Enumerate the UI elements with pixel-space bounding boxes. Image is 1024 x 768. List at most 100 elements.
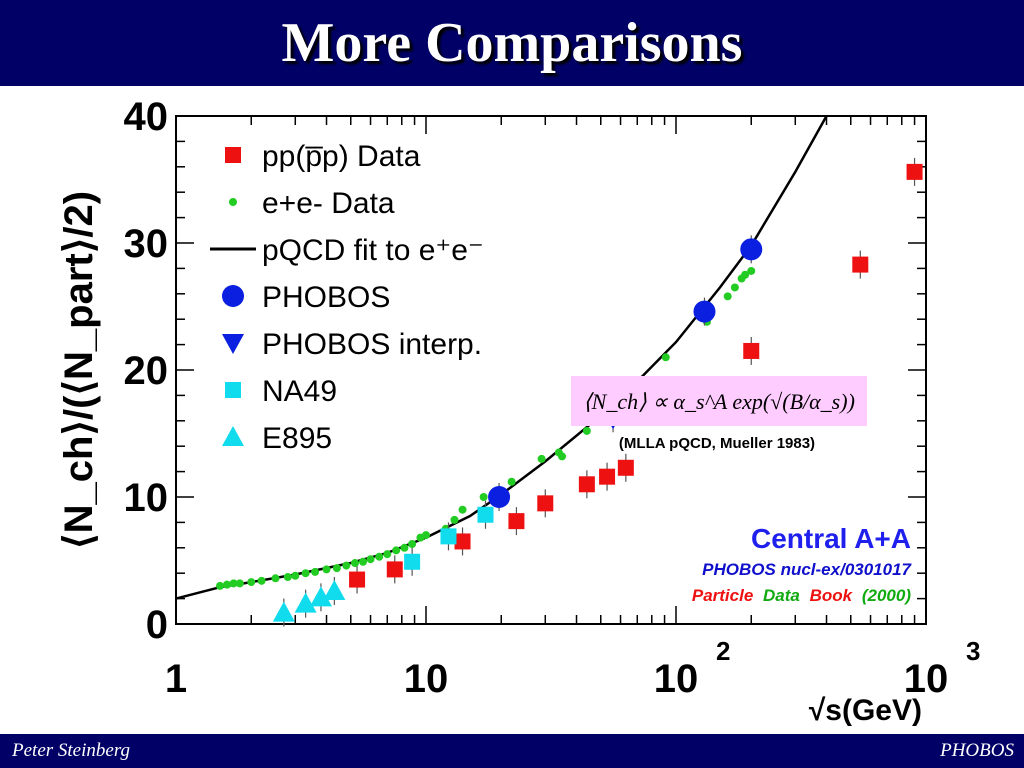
data-point-dot-22cc22 bbox=[422, 531, 430, 540]
pdg-word-particle: Particle bbox=[692, 586, 753, 605]
formula-text: ⟨N_ch⟩ ∝ α_s^A exp(√(B/α_s)) bbox=[583, 389, 855, 414]
legend-label: pQCD fit to e⁺e⁻ bbox=[262, 234, 484, 267]
data-point-square-ee1111 bbox=[454, 533, 471, 550]
tick-labels: 0 10 20 30 40 1 10 10 2 10 3 bbox=[124, 95, 981, 701]
footer-bar: Peter Steinberg PHOBOS bbox=[0, 734, 1024, 768]
data-point-square-ee1111 bbox=[508, 513, 525, 530]
x-tick-label: 10 bbox=[654, 657, 699, 701]
data-point-dot-22cc22 bbox=[283, 573, 292, 582]
data-point-dot-22cc22 bbox=[458, 505, 467, 514]
y-tick-label: 40 bbox=[124, 95, 169, 139]
data-point-dot-22cc22 bbox=[216, 581, 225, 590]
data-point-triangle-up-11dcee bbox=[272, 601, 295, 622]
legend-swatch bbox=[222, 334, 244, 354]
data-point-dot-22cc22 bbox=[229, 579, 238, 588]
y-axis-label: ⟨N_ch⟩/(⟨N_part⟩/2) bbox=[57, 191, 101, 549]
formula-caption: (MLLA pQCD, Mueller 1983) bbox=[619, 435, 815, 452]
x-tick-label: 10 bbox=[404, 657, 449, 701]
data-point-triangle-up-11dcee bbox=[323, 579, 346, 600]
data-point-square-ee1111 bbox=[578, 476, 595, 493]
data-point-dot-22cc22 bbox=[383, 550, 392, 559]
data-point-dot-22cc22 bbox=[257, 576, 266, 585]
data-point-dot-22cc22 bbox=[366, 555, 375, 564]
y-tick-label: 30 bbox=[124, 222, 169, 266]
data-point-dot-22cc22 bbox=[408, 539, 417, 548]
axis-ticks bbox=[175, 115, 926, 625]
data-point-dot-22cc22 bbox=[322, 565, 331, 574]
data-point-dot-22cc22 bbox=[235, 579, 244, 588]
legend-label: NA49 bbox=[262, 375, 337, 408]
data-point-circle-0a1fe0 bbox=[740, 238, 763, 261]
y-tick-label: 10 bbox=[124, 476, 169, 520]
formula-box: ⟨N_ch⟩ ∝ α_s^A exp(√(B/α_s)) bbox=[571, 376, 867, 426]
data-point-dot-22cc22 bbox=[342, 561, 351, 570]
pdg-reference: Particle Data Book (2000) bbox=[692, 586, 911, 605]
data-point-dot-22cc22 bbox=[450, 515, 459, 524]
data-point-dot-22cc22 bbox=[747, 266, 756, 275]
data-point-dot-22cc22 bbox=[507, 477, 516, 486]
data-point-dot-22cc22 bbox=[661, 353, 670, 362]
phobos-reference: PHOBOS nucl-ex/0301017 bbox=[702, 560, 912, 579]
legend-label: PHOBOS bbox=[262, 281, 390, 314]
pdg-word-data: Data bbox=[763, 586, 800, 605]
data-point-dot-22cc22 bbox=[223, 580, 232, 589]
footer-project: PHOBOS bbox=[940, 740, 1014, 761]
slide-title: More Comparisons bbox=[281, 12, 743, 74]
data-point-dot-22cc22 bbox=[351, 559, 360, 568]
data-marks bbox=[216, 157, 923, 627]
legend-swatch bbox=[225, 382, 241, 398]
data-point-dot-22cc22 bbox=[582, 426, 591, 435]
x-tick-exponent: 3 bbox=[966, 636, 980, 666]
y-tick-label: 20 bbox=[124, 349, 169, 393]
data-point-dot-22cc22 bbox=[375, 552, 384, 561]
data-point-dot-22cc22 bbox=[479, 493, 488, 501]
data-point-triangle-up-11dcee bbox=[294, 592, 317, 613]
legend-label: PHOBOS interp. bbox=[262, 328, 482, 361]
pdg-word-year: (2000) bbox=[862, 586, 911, 605]
legend-swatch bbox=[222, 285, 244, 307]
data-point-dot-22cc22 bbox=[741, 270, 750, 279]
x-axis-label: √s(GeV) bbox=[809, 694, 922, 727]
data-point-square-11dcee bbox=[440, 528, 457, 545]
formula-background bbox=[571, 376, 867, 426]
data-point-square-ee1111 bbox=[599, 468, 616, 485]
y-tick-label: 0 bbox=[146, 603, 168, 647]
data-point-square-ee1111 bbox=[906, 163, 923, 180]
data-point-dot-22cc22 bbox=[537, 454, 546, 463]
data-point-square-11dcee bbox=[477, 506, 494, 523]
legend-label: pp(p̅p) Data bbox=[262, 140, 421, 173]
data-point-dot-22cc22 bbox=[392, 546, 401, 555]
data-point-square-ee1111 bbox=[386, 561, 403, 578]
data-point-dot-22cc22 bbox=[271, 574, 280, 583]
data-point-dot-22cc22 bbox=[301, 569, 310, 578]
data-point-dot-22cc22 bbox=[723, 292, 732, 301]
data-point-dot-22cc22 bbox=[247, 578, 256, 587]
legend-label: e+e- Data bbox=[262, 187, 395, 220]
legend-label: E895 bbox=[262, 422, 332, 455]
central-aa-label: Central A+A bbox=[751, 523, 911, 554]
data-point-dot-22cc22 bbox=[558, 452, 567, 461]
legend-swatch bbox=[225, 147, 241, 163]
data-point-square-11dcee bbox=[404, 553, 421, 570]
x-tick-label: 10 bbox=[904, 657, 949, 701]
data-point-circle-0a1fe0 bbox=[488, 486, 511, 508]
legend-swatch bbox=[229, 198, 237, 206]
title-bar: More Comparisons bbox=[0, 0, 1024, 86]
data-point-square-ee1111 bbox=[617, 459, 634, 476]
data-point-square-ee1111 bbox=[852, 256, 869, 273]
legend: pp(p̅p) Data e+e- Data pQCD fit to e⁺e⁻ PHO… bbox=[210, 140, 484, 455]
data-point-circle-0a1fe0 bbox=[693, 300, 716, 323]
data-point-dot-22cc22 bbox=[730, 283, 739, 292]
data-point-dot-22cc22 bbox=[400, 543, 409, 552]
legend-swatch bbox=[222, 426, 244, 446]
data-point-square-ee1111 bbox=[537, 495, 554, 512]
chart: 0 10 20 30 40 1 10 10 2 10 3 √s(GeV) ⟨N_ch⟩/(⟨N_pa… bbox=[57, 95, 981, 727]
data-point-square-ee1111 bbox=[349, 571, 366, 588]
data-point-dot-22cc22 bbox=[311, 567, 320, 576]
data-point-dot-22cc22 bbox=[291, 571, 300, 580]
data-point-dot-22cc22 bbox=[332, 564, 341, 573]
footer-author: Peter Steinberg bbox=[12, 740, 131, 761]
data-point-square-ee1111 bbox=[743, 342, 760, 359]
data-point-triangle-up-11dcee bbox=[309, 586, 332, 607]
pdg-word-book: Book bbox=[810, 586, 854, 605]
